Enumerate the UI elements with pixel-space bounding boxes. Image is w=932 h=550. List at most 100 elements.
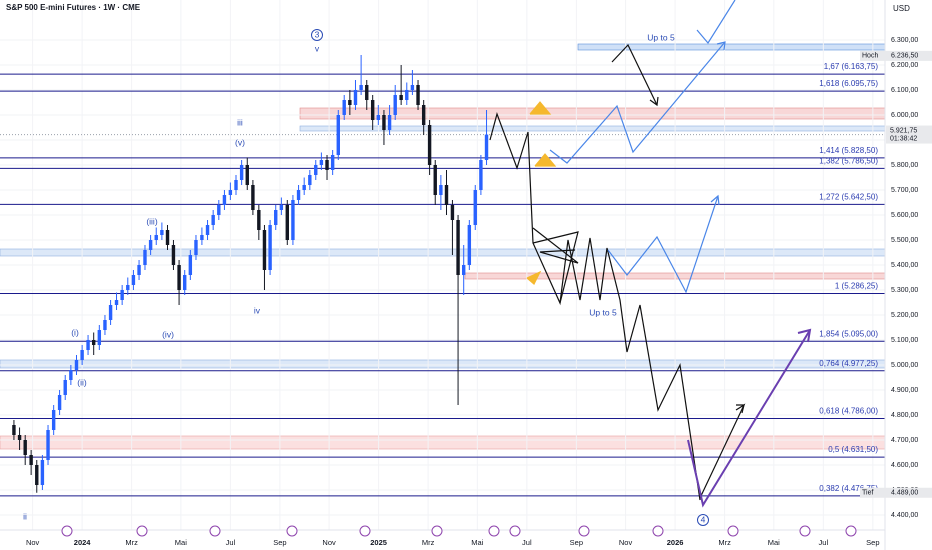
candle-body — [450, 205, 455, 220]
arrow-head — [797, 328, 812, 343]
high_marker-box — [860, 50, 932, 61]
candle-body — [103, 320, 107, 330]
wave-label: Up to 5 — [647, 32, 675, 42]
candle-body — [183, 275, 187, 290]
zone — [0, 435, 886, 450]
countdown: 01:38:42 — [890, 135, 917, 142]
x-tick-label: Mrz — [125, 538, 138, 547]
y-tick-label: 4.900,00 — [891, 387, 918, 394]
event-icon — [578, 525, 590, 537]
y-tick-label: 6.000,00 — [891, 112, 918, 119]
fib-label: 0,5 (4.631,50) — [828, 445, 878, 454]
candle-body — [63, 380, 67, 395]
candle-body — [69, 370, 73, 380]
candle-body — [342, 100, 346, 115]
candle-body — [23, 440, 27, 455]
candle-body — [143, 250, 147, 265]
wave-label: (iii) — [146, 216, 157, 226]
x-tick-label: 2025 — [370, 538, 387, 547]
candle-body — [120, 290, 124, 300]
low_marker-text: Tief — [862, 490, 873, 497]
y-tick-label: 5.400,00 — [891, 262, 918, 269]
candle-body — [427, 125, 432, 165]
y-tick-label: 5.000,00 — [891, 362, 918, 369]
x-tick-label: Nov — [619, 538, 633, 547]
candle-body — [359, 85, 363, 90]
y-tick-label: 6.100,00 — [891, 87, 918, 94]
candle-body — [268, 225, 272, 270]
x-tick-label: Jul — [522, 538, 532, 547]
y-tick-label: 4.800,00 — [891, 412, 918, 419]
currency: USD — [893, 4, 910, 13]
candle-body — [46, 430, 50, 460]
candle-body — [91, 340, 96, 345]
candle-body — [382, 115, 386, 130]
event-icon — [61, 525, 73, 537]
candle-body — [137, 265, 141, 275]
wave-label: v — [315, 43, 320, 53]
candle-body — [308, 175, 312, 185]
wave-label: (i) — [71, 327, 79, 337]
candle-body — [74, 360, 79, 370]
candle-body — [405, 90, 409, 100]
low_marker-box — [860, 487, 932, 498]
annotations: 3 v iii (v) (iii) iv (iv) (i) (ii) ii 4 Up to 5 Up t… — [23, 29, 709, 526]
x-tick-label: Nov — [26, 538, 40, 547]
y-tick-label: 5.700,00 — [891, 187, 918, 194]
candle-body — [51, 410, 56, 430]
last-price-box — [886, 125, 932, 144]
candle-body — [228, 190, 233, 195]
wave-label: (ii) — [77, 377, 87, 387]
wave-circle — [311, 29, 323, 41]
y-tick-label: 4.600,00 — [891, 462, 918, 469]
wave-circle — [697, 514, 709, 526]
zone — [299, 125, 886, 132]
candle-body — [444, 185, 449, 205]
wave-label: (v) — [235, 137, 245, 147]
projection-arrow — [611, 43, 658, 106]
event-icon — [488, 525, 500, 537]
candle-body — [35, 465, 39, 485]
warning-icon — [526, 270, 542, 285]
projection-path — [489, 112, 701, 501]
candle-body — [473, 190, 477, 225]
event-icon — [359, 525, 371, 537]
event-icon — [209, 525, 221, 537]
fib-label: 1,272 (5.642,50) — [819, 192, 878, 201]
candle-body — [291, 200, 295, 240]
fib-label: 1,414 (5.828,50) — [819, 146, 878, 155]
candle-body — [12, 425, 16, 435]
high_marker-text: Hoch — [862, 53, 878, 60]
candle-body — [274, 210, 278, 225]
candle-body — [211, 215, 215, 225]
arrow-head — [710, 194, 720, 206]
fib-label: 1,618 (6.095,75) — [819, 79, 878, 88]
fib-label: 1 (5.286,25) — [835, 282, 878, 291]
candle-body — [370, 100, 375, 120]
candle-body — [257, 210, 261, 230]
low_marker-label: 4.489,00 — [891, 490, 918, 497]
candle-body — [433, 165, 437, 195]
candle-body — [456, 220, 460, 275]
projection-path — [696, 0, 736, 45]
x-tick-label: Nov — [322, 538, 336, 547]
zone — [299, 107, 886, 120]
wave-label: (iv) — [162, 329, 174, 339]
candle-body — [484, 134, 489, 160]
fib-label: 1,854 (5.095,00) — [819, 329, 878, 338]
event-icon — [845, 525, 857, 537]
projection-path — [549, 41, 726, 164]
candle-body — [114, 300, 119, 305]
triangle — [532, 227, 579, 264]
candle-body — [330, 155, 335, 170]
event-icon — [652, 525, 664, 537]
candle-body — [131, 275, 136, 285]
event-icon — [431, 525, 443, 537]
candle-body — [40, 460, 45, 485]
y-tick-label: 6.200,00 — [891, 62, 918, 69]
high_marker-label: 6.236,50 — [891, 53, 918, 60]
candle-body — [314, 165, 318, 175]
last-price-label: 5.921,75 — [890, 127, 917, 134]
